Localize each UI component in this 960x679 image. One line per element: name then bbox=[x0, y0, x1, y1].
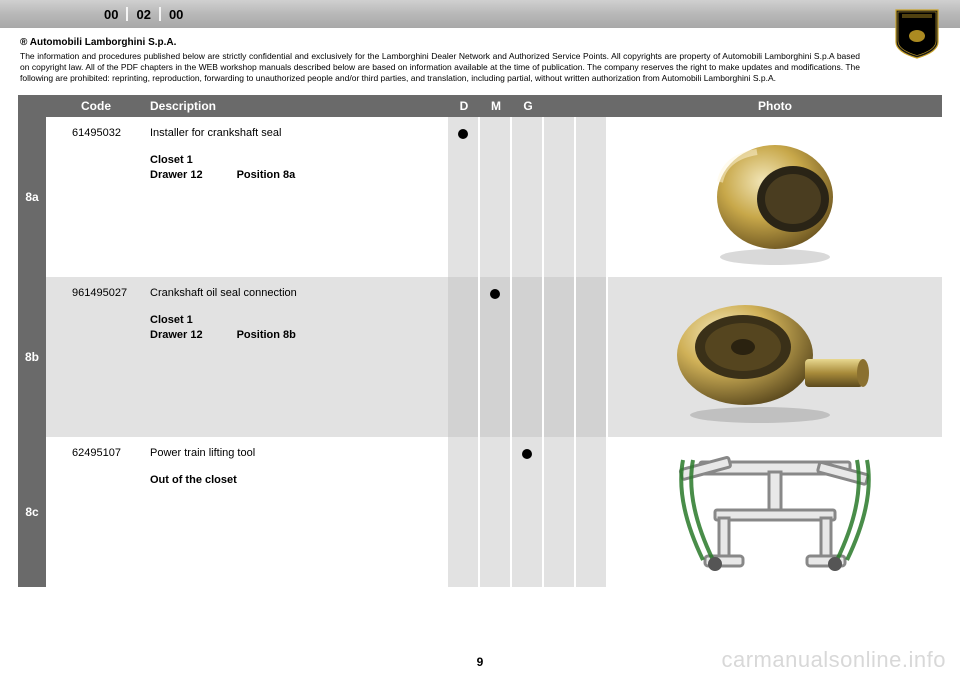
tool-photo bbox=[608, 117, 942, 277]
tool-description: Crankshaft oil seal connection Closet 1 … bbox=[146, 277, 448, 437]
breadcrumb-seg-2: 02 bbox=[130, 7, 156, 22]
tool-photo bbox=[608, 437, 942, 587]
header-code: Code bbox=[46, 99, 146, 113]
tool-code: 61495032 bbox=[46, 117, 146, 277]
row-id: 8c bbox=[18, 437, 46, 587]
tool-description: Power train lifting tool Out of the clos… bbox=[146, 437, 448, 587]
tools-table: Code Description D M G Photo 8a 61495032… bbox=[18, 95, 942, 587]
tool-code: 961495027 bbox=[46, 277, 146, 437]
row-id: 8a bbox=[18, 117, 46, 277]
lamborghini-logo-icon bbox=[894, 8, 940, 60]
tool-description: Installer for crankshaft seal Closet 1 D… bbox=[146, 117, 448, 277]
company-title: ® Automobili Lamborghini S.p.A. bbox=[20, 36, 940, 50]
table-header: Code Description D M G Photo bbox=[18, 95, 942, 117]
watermark: carmanualsonline.info bbox=[721, 647, 946, 673]
table-row: 8a 61495032 Installer for crankshaft sea… bbox=[18, 117, 942, 277]
breadcrumb-seg-3: 00 bbox=[163, 7, 189, 22]
breadcrumb-seg-1: 00 bbox=[98, 7, 124, 22]
dot-icon bbox=[458, 129, 468, 139]
dmg-cells bbox=[448, 437, 608, 587]
header-d: D bbox=[448, 99, 480, 113]
breadcrumb-divider bbox=[159, 7, 161, 21]
dot-icon bbox=[522, 449, 532, 459]
row-id: 8b bbox=[18, 277, 46, 437]
header-g: G bbox=[512, 99, 544, 113]
breadcrumb-bar: 00 02 00 bbox=[0, 0, 960, 28]
header-m: M bbox=[480, 99, 512, 113]
breadcrumb-divider bbox=[126, 7, 128, 21]
table-row: 8b 961495027 Crankshaft oil seal connect… bbox=[18, 277, 942, 437]
confidential-body: The information and procedures published… bbox=[20, 51, 860, 85]
header-photo: Photo bbox=[608, 99, 942, 113]
tool-photo bbox=[608, 277, 942, 437]
header-description: Description bbox=[146, 99, 448, 113]
tool-code: 62495107 bbox=[46, 437, 146, 587]
dmg-cells bbox=[448, 117, 608, 277]
dmg-cells bbox=[448, 277, 608, 437]
table-row: 8c 62495107 Power train lifting tool Out… bbox=[18, 437, 942, 587]
dot-icon bbox=[490, 289, 500, 299]
confidential-notice: ® Automobili Lamborghini S.p.A. The info… bbox=[0, 28, 960, 95]
